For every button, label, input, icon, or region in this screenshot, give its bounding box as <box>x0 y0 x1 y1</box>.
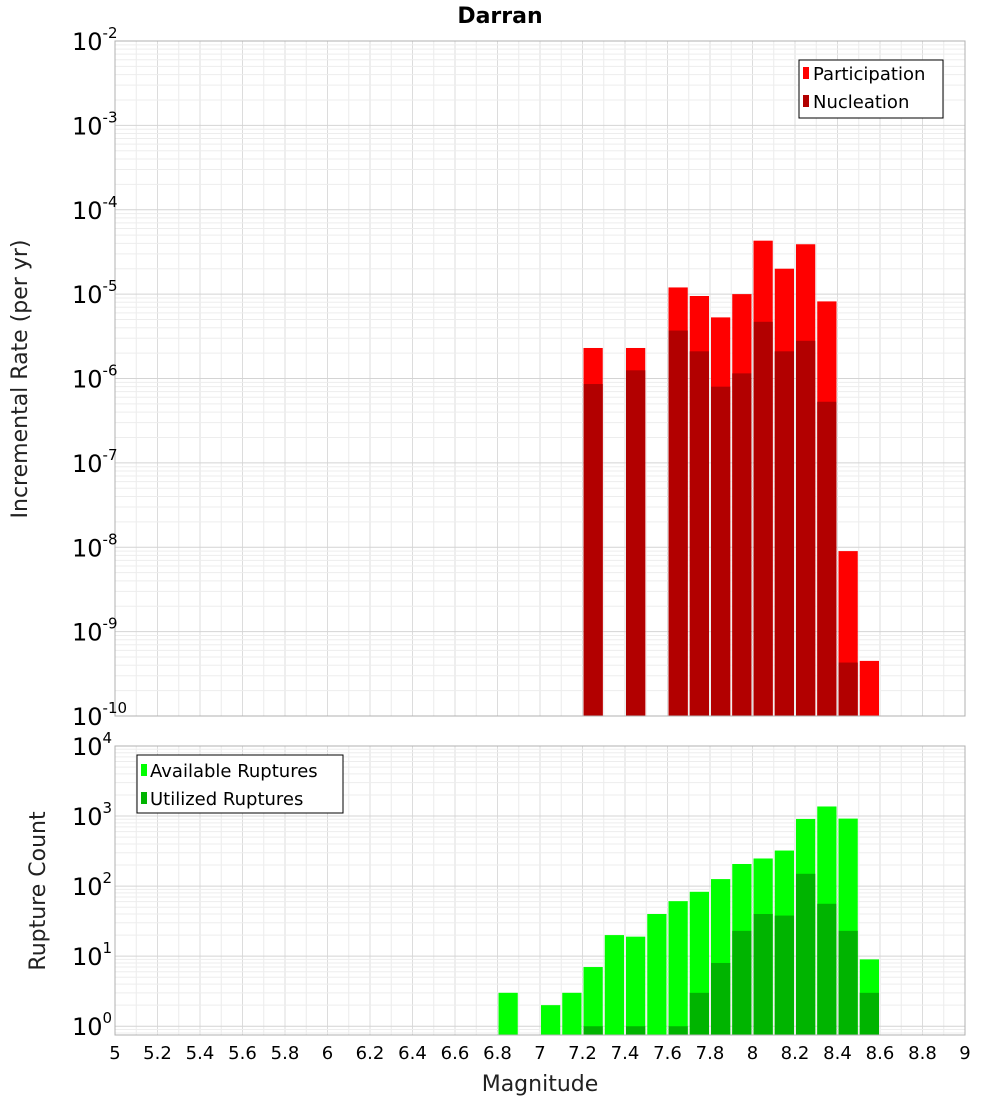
y-tick-label: 102 <box>72 869 112 901</box>
top-nucleation-bar <box>774 351 794 716</box>
bottom-available-ruptures-bar <box>541 1005 561 1035</box>
bottom-utilized-ruptures-bar <box>817 903 837 1035</box>
x-tick-label: 5 <box>109 1043 120 1064</box>
top-nucleation-bar <box>583 384 603 716</box>
bottom-available-ruptures-bar <box>583 967 603 1035</box>
top-panel: 10-2 10-3 10-4 10-5 10-6 10-7 10-8 10-9 10-10 In… <box>8 24 966 731</box>
bottom-panel: 104 103 102 101 100 5 5.2 5.4 5.6 5.8 6 6.2 6.4 6.6 6… <box>26 729 971 1097</box>
bottom-utilized-ruptures-bar <box>689 992 709 1035</box>
bottom-plot-border <box>114 745 966 1036</box>
legend-swatch-available <box>141 764 147 776</box>
x-tick-label: 8 <box>747 1043 758 1064</box>
top-nucleation-bar <box>817 401 837 716</box>
y-tick-label: 10-2 <box>72 24 118 56</box>
y-tick-label: 10-7 <box>72 446 118 478</box>
x-axis-label: Magnitude <box>482 1072 599 1097</box>
x-tick-label: 6.4 <box>398 1043 427 1064</box>
y-tick-label: 104 <box>72 729 112 761</box>
bottom-available-ruptures-bar <box>498 992 518 1035</box>
x-tick-label: 5.6 <box>228 1043 257 1064</box>
legend-swatch-participation <box>803 67 809 79</box>
x-tick-label: 7.2 <box>568 1043 597 1064</box>
bottom-utilized-ruptures-bar <box>774 915 794 1035</box>
x-tick-label: 7.8 <box>696 1043 725 1064</box>
x-tick-label: 7.4 <box>611 1043 640 1064</box>
x-tick-label: 5.2 <box>143 1043 172 1064</box>
bottom-utilized-ruptures-bar <box>753 914 773 1035</box>
x-tick-label: 8.4 <box>823 1043 852 1064</box>
bottom-utilized-ruptures-bar <box>711 962 731 1035</box>
x-tick-label: 6.8 <box>483 1043 512 1064</box>
x-tick-label: 8.6 <box>866 1043 895 1064</box>
x-tick-label: 5.4 <box>186 1043 215 1064</box>
y-tick-label: 10-5 <box>72 277 118 309</box>
x-tick-label: 7.6 <box>653 1043 682 1064</box>
top-nucleation-bar <box>711 386 731 716</box>
top-nucleation-bar <box>668 330 688 716</box>
y-tick-label: 10-4 <box>72 193 118 225</box>
y-tick-label: 10-6 <box>72 362 118 394</box>
x-tick-label: 6.2 <box>356 1043 385 1064</box>
top-y-axis-label: Incremental Rate (per yr) <box>8 240 33 519</box>
legend-swatch-utilized <box>141 792 147 804</box>
top-legend-box <box>798 59 944 119</box>
top-bars <box>583 240 879 717</box>
chart-title: Darran <box>457 4 542 29</box>
top-nucleation-bar <box>838 662 858 716</box>
bottom-legend-box <box>136 754 344 814</box>
top-grid <box>114 40 966 717</box>
legend-swatch-nucleation <box>803 95 809 107</box>
bottom-available-ruptures-bar <box>604 935 624 1035</box>
y-tick-label: 10-3 <box>72 108 118 140</box>
bottom-utilized-ruptures-bar <box>668 1026 688 1035</box>
legend-label-nucleation: Nucleation <box>813 92 909 113</box>
top-nucleation-bar <box>626 370 646 716</box>
x-tick-label: 6.6 <box>441 1043 470 1064</box>
bottom-y-axis-label: Rupture Count <box>26 811 51 971</box>
legend-label-available: Available Ruptures <box>150 761 318 782</box>
x-tick-label: 8.2 <box>781 1043 810 1064</box>
bottom-available-ruptures-bar <box>647 914 667 1035</box>
legend-label-participation: Participation <box>813 64 925 85</box>
y-tick-label: 10-9 <box>72 615 118 647</box>
x-tick-label: 6 <box>322 1043 333 1064</box>
top-nucleation-bar <box>796 340 816 716</box>
bottom-available-ruptures-bar <box>562 992 582 1035</box>
top-plot-border <box>114 40 966 717</box>
bottom-utilized-ruptures-bar <box>796 873 816 1035</box>
top-legend: Participation Nucleation <box>798 59 944 119</box>
bottom-legend: Available Ruptures Utilized Ruptures <box>136 754 344 814</box>
bottom-y-tick-labels: 104 103 102 101 100 <box>72 729 112 1041</box>
x-tick-label: 9 <box>959 1043 970 1064</box>
y-tick-label: 101 <box>72 939 112 971</box>
top-nucleation-bar <box>753 321 773 716</box>
y-tick-label: 103 <box>72 799 112 831</box>
bottom-utilized-ruptures-bar <box>838 930 858 1035</box>
y-tick-label: 10-10 <box>72 699 127 731</box>
top-y-tick-labels: 10-2 10-3 10-4 10-5 10-6 10-7 10-8 10-9 10-10 <box>72 24 127 731</box>
bottom-bars <box>498 806 879 1035</box>
bottom-available-ruptures-bar <box>626 936 646 1035</box>
top-participation-bar <box>859 660 879 716</box>
bottom-utilized-ruptures-bar <box>583 1026 603 1035</box>
legend-label-utilized: Utilized Ruptures <box>150 789 303 810</box>
x-tick-labels: 5 5.2 5.4 5.6 5.8 6 6.2 6.4 6.6 6.8 7 7.2 7.4 7.6 7.8 8… <box>109 1043 970 1064</box>
bottom-utilized-ruptures-bar <box>732 930 752 1035</box>
x-tick-label: 7 <box>534 1043 545 1064</box>
y-tick-label: 100 <box>72 1009 112 1041</box>
y-tick-label: 10-8 <box>72 530 118 562</box>
top-nucleation-bar <box>689 351 709 716</box>
bottom-available-ruptures-bar <box>668 901 688 1035</box>
bottom-utilized-ruptures-bar <box>859 992 879 1035</box>
top-nucleation-bar <box>732 373 752 716</box>
bottom-utilized-ruptures-bar <box>626 1026 646 1035</box>
x-tick-label: 5.8 <box>271 1043 300 1064</box>
x-tick-label: 8.8 <box>908 1043 937 1064</box>
